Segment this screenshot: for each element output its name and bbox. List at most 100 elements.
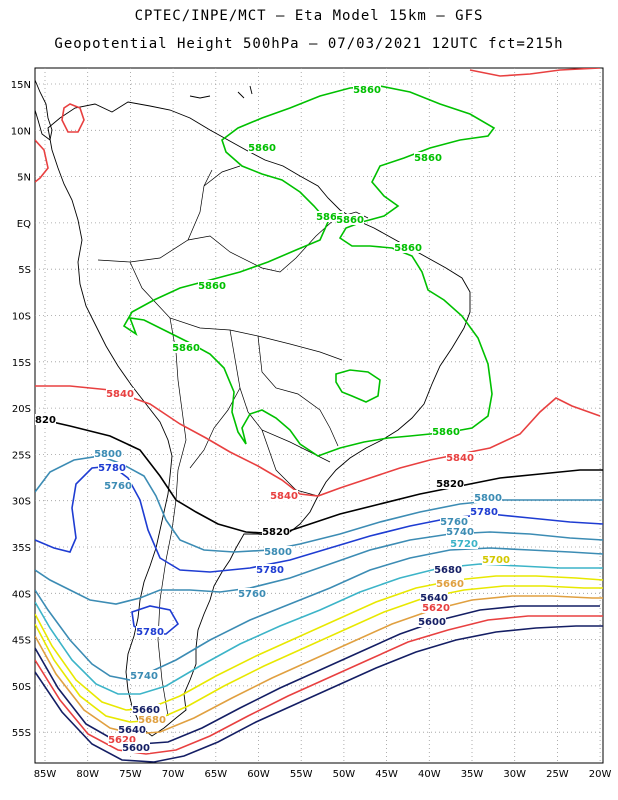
- latitude-labels: 15N 10N 5N EQ 5S 10S 15S 20S 25S 30S 35S 40S 45S 50S 5…: [11, 80, 31, 739]
- longitude-tick-label: 80W: [76, 769, 99, 780]
- contour-5840-carib: [61, 103, 85, 133]
- contour-label-bg: [440, 516, 468, 527]
- contour-5860: [122, 85, 496, 457]
- contour-label-bg: [94, 448, 122, 459]
- contour-label-bg: [198, 280, 226, 291]
- contour-5860-inner: [335, 369, 381, 403]
- contour-5840-west: [35, 139, 49, 183]
- contour-label: 5780: [470, 507, 498, 518]
- contour-label: 5860: [353, 85, 381, 96]
- latitude-tick-label: 35S: [12, 543, 31, 554]
- contour-label-bg: [420, 592, 448, 603]
- contour-label: 5780: [256, 565, 284, 576]
- contour-label-bg: [35, 414, 56, 425]
- contour-label-bg: [172, 342, 200, 353]
- contour-5840-topright: [469, 68, 601, 77]
- contour-label-bg: [132, 704, 160, 715]
- contour-label: 5660: [436, 579, 464, 590]
- contour-label: 5640: [420, 593, 448, 604]
- contour-5700: [35, 575, 603, 711]
- latitude-tick-label: 10N: [11, 126, 31, 137]
- contour-label: 5740: [446, 527, 474, 538]
- contour-label: 5820: [28, 415, 56, 426]
- latitude-tick-label: 15N: [11, 80, 31, 91]
- south-america-coast: [47, 101, 471, 737]
- contour-label-bg: [98, 462, 126, 473]
- longitude-tick-label: 60W: [247, 769, 270, 780]
- contour-label: 5860: [414, 153, 442, 164]
- contour-label-bg: [436, 478, 464, 489]
- contour-label: 5800: [474, 493, 502, 504]
- contour-label-bg: [434, 564, 462, 575]
- contour-label-bg: [436, 578, 464, 589]
- chart-title: CPTEC/INPE/MCT – Eta Model 15km – GFS: [134, 8, 484, 24]
- contour-label-bg: [470, 506, 498, 517]
- contour-label-bg: [414, 152, 442, 163]
- contour-label-bg: [450, 538, 478, 549]
- contour-label: 5860: [316, 212, 344, 223]
- contour-label-bg: [262, 526, 290, 537]
- chart-subtitle: Geopotential Height 500hPa – 07/03/2021 …: [54, 36, 564, 52]
- contour-label: 5780: [136, 627, 164, 638]
- longitude-tick-label: 45W: [375, 769, 398, 780]
- contour-label: 5860: [336, 215, 364, 226]
- contour-label: 5600: [418, 617, 446, 628]
- latitude-tick-label: 40S: [12, 589, 31, 600]
- longitude-labels: 85W 80W 75W 70W 65W 60W 55W 50W 45W 40W 35W 30W 25W 2…: [34, 769, 612, 780]
- contour-5740: [35, 547, 603, 681]
- contour-label-bg: [418, 616, 446, 627]
- contour-5660: [35, 595, 603, 735]
- contour-label: 5800: [264, 547, 292, 558]
- contour-label-bg: [432, 426, 460, 437]
- latitude-tick-label: 10S: [12, 312, 31, 323]
- latitude-tick-label: 45S: [12, 636, 31, 647]
- contour-label: 5800: [94, 449, 122, 460]
- latitude-tick-label: 55S: [12, 728, 31, 739]
- graticule: [35, 68, 603, 763]
- contour-label: 5760: [440, 517, 468, 528]
- contour-5840: [35, 385, 601, 497]
- longitude-tick-label: 75W: [119, 769, 142, 780]
- contour-label-bg: [336, 214, 364, 225]
- contour-label-bg: [353, 84, 381, 95]
- contour-label: 5860: [198, 281, 226, 292]
- longitude-tick-label: 70W: [162, 769, 185, 780]
- contour-label: 5760: [104, 481, 132, 492]
- longitude-tick-label: 30W: [503, 769, 526, 780]
- contour-label: 5840: [446, 453, 474, 464]
- contour-label-bg: [256, 564, 284, 575]
- contour-label-bg: [264, 546, 292, 557]
- contour-label: 5860: [394, 243, 422, 254]
- latitude-tick-label: 25S: [12, 450, 31, 461]
- contour-label: 5680: [138, 715, 166, 726]
- contour-label-bg: [238, 588, 266, 599]
- contour-label-bg: [482, 554, 510, 565]
- contour-label-bg: [422, 602, 450, 613]
- contour-label-bg: [138, 714, 166, 725]
- contour-label: 5860: [248, 143, 276, 154]
- contour-label: 5820: [436, 479, 464, 490]
- contour-label: 5820: [262, 527, 290, 538]
- latitude-tick-label: 5N: [17, 173, 31, 184]
- contour-label-bg: [394, 242, 422, 253]
- contour-5600: [35, 625, 603, 763]
- contour-label: 5840: [270, 491, 298, 502]
- longitude-tick-label: 35W: [461, 769, 484, 780]
- contour-5640: [35, 605, 600, 745]
- contour-label-bg: [130, 670, 158, 681]
- contour-label: 5720: [450, 539, 478, 550]
- caribbean-islands: [189, 85, 253, 99]
- latitude-tick-label: EQ: [17, 219, 31, 230]
- contour-label-bg: [446, 526, 474, 537]
- longitude-tick-label: 25W: [546, 769, 569, 780]
- longitude-tick-label: 40W: [418, 769, 441, 780]
- longitude-tick-label: 55W: [290, 769, 313, 780]
- contour-label: 5700: [482, 555, 510, 566]
- latitude-tick-label: 5S: [18, 265, 31, 276]
- plot-frame: [34, 67, 604, 764]
- contour-label-bg: [270, 490, 298, 501]
- contour-label: 5660: [132, 705, 160, 716]
- contour-label-bg: [446, 452, 474, 463]
- contour-label-bg: [316, 211, 344, 222]
